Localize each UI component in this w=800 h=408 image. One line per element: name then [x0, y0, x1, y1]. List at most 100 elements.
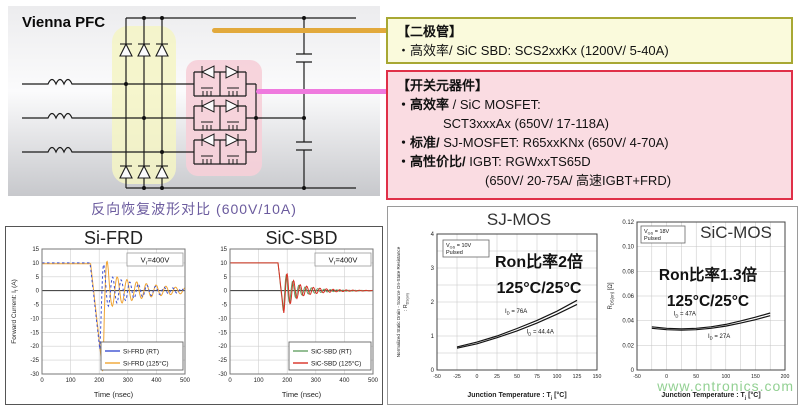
vgs-annotation: VGS​ = 10V [446, 243, 472, 250]
mosfet-highlight-band [186, 60, 262, 176]
svg-text:SiC-SBD (RT): SiC-SBD (RT) [311, 349, 352, 356]
svg-text:0: 0 [431, 368, 435, 374]
svg-text:0.02: 0.02 [622, 343, 634, 349]
svg-text:15: 15 [220, 247, 227, 253]
svg-text:0: 0 [228, 378, 232, 384]
svg-text:Pulsed: Pulsed [644, 236, 661, 242]
svg-text:0: 0 [476, 374, 479, 380]
svg-text:75: 75 [534, 374, 540, 380]
curve-label: ID​ = 47A [674, 312, 696, 319]
svg-text:-20: -20 [218, 344, 227, 350]
series-line [651, 312, 771, 330]
chart-title: SiC-SBD [265, 229, 337, 248]
curve-label: ID​ = 44.4A [527, 330, 554, 337]
svg-text:-30: -30 [30, 372, 39, 378]
y-axis-label2: : RDS(on)​ [403, 293, 410, 311]
circuit-wires [22, 17, 356, 189]
series-line [42, 260, 186, 372]
legend: SiC-SBD (RT) SiC-SBD (125°C) [288, 341, 372, 371]
svg-text:150: 150 [593, 374, 602, 380]
svg-text:0.12: 0.12 [622, 220, 634, 226]
vr-annotation: Vr​=400V [329, 256, 358, 267]
svg-text:300: 300 [311, 378, 322, 384]
svg-text:-25: -25 [453, 374, 461, 380]
svg-text:-25: -25 [30, 358, 39, 364]
ron-overlay-text: Ron比率2倍 [495, 252, 583, 271]
svg-text:-30: -30 [218, 372, 227, 378]
svg-text:15: 15 [32, 247, 39, 253]
switch-callout-line: SCT3xxxAx (650V/ 17-118A) [443, 116, 609, 131]
ron-overlay-text: 125°C/25°C [667, 293, 749, 310]
svg-text:3: 3 [431, 266, 435, 272]
circuit-title: Vienna PFC [22, 14, 106, 31]
svg-text:-10: -10 [30, 316, 39, 322]
svg-text:-5: -5 [34, 303, 40, 309]
ron-overlay-text: 125°C/25°C [497, 280, 582, 297]
sic-mos-plot: -50 0 50 100 150 20000.020.040.060.080.100.12… [604, 210, 794, 402]
switch-callout-box: 【开关元器件】 ・高效率 / SiC MOSFET: SCT3xxxAx (65… [386, 70, 793, 200]
svg-text:-5: -5 [222, 303, 228, 309]
x-axis-label: Junction Temperature : Tj​ [°C] [661, 391, 760, 401]
mosfet-symbols [201, 87, 239, 164]
chart-title: SJ-MOS [487, 210, 551, 229]
svg-text:-15: -15 [218, 330, 227, 336]
diode-callout-title: 【二极管】 [397, 24, 463, 39]
y-axis-label: Normalized Static Drain - Source On-Stat… [396, 246, 401, 357]
svg-text:0: 0 [224, 289, 228, 295]
curve-label: ID​ = 27A [708, 334, 730, 341]
svg-text:200: 200 [781, 374, 790, 380]
svg-text:50: 50 [693, 374, 699, 380]
series-line [230, 262, 374, 313]
svg-text:100: 100 [721, 374, 730, 380]
svg-text:0: 0 [36, 289, 40, 295]
y-axis-label: Forward Current: If​ (A) [11, 279, 19, 344]
curve-label: ID​ = 76A [505, 309, 527, 316]
svg-text:500: 500 [180, 378, 191, 384]
chart-title: Si-FRD [84, 229, 143, 248]
sic-mos-chart: -50 0 50 100 150 200 0 0.02 0.04 0.06 0.08 0.10 0.12… [604, 210, 794, 407]
svg-text:300: 300 [123, 378, 134, 384]
diode-callout-connector-line [212, 28, 392, 33]
svg-text:50: 50 [514, 374, 520, 380]
sic-sbd-chart: 0 100 200 300 400 500 -30 -25 -20 -15 -10 -5 0 5 10 15 T… [196, 228, 380, 406]
watermark: www.cntronics.com [657, 378, 794, 394]
svg-text:2: 2 [431, 300, 435, 306]
svg-text:125: 125 [573, 374, 582, 380]
svg-text:0: 0 [40, 378, 44, 384]
switch-callout-line: ・高效率 / SiC MOSFET: [397, 97, 541, 112]
si-frd-plot: 0 100 200 300 400 500 -30 -25 -20 -15 -10 -5 0 5 10 15 T… [8, 228, 192, 401]
svg-text:0: 0 [665, 374, 668, 380]
sic-sbd-plot: 0 100 200 300 400 500 -30 -25 -20 -15 -10 -5 0 5 10 15 T… [196, 228, 380, 401]
svg-text:-25: -25 [218, 358, 227, 364]
svg-text:0.06: 0.06 [622, 294, 634, 300]
svg-text:10: 10 [220, 261, 227, 267]
ron-overlay-text: Ron比率1.3倍 [659, 265, 758, 284]
rectifier-diodes [119, 42, 169, 179]
switch-callout-line: (650V/ 20-75A/ 高速IGBT+FRD) [485, 173, 672, 188]
switch-callout-title: 【开关元器件】 [397, 78, 489, 93]
svg-text:1: 1 [431, 334, 435, 340]
diode-callout-box: 【二极管】 ・高效率/ SiC SBD: SCS2xxKx (1200V/ 5-… [386, 17, 793, 64]
svg-text:-15: -15 [30, 330, 39, 336]
svg-text:0: 0 [631, 368, 635, 374]
svg-text:10: 10 [32, 261, 39, 267]
svg-text:5: 5 [224, 275, 228, 281]
svg-text:0.04: 0.04 [622, 319, 634, 325]
svg-text:4: 4 [431, 232, 435, 238]
mosfet-callout-connector-line [256, 89, 392, 94]
svg-text:Pulsed: Pulsed [446, 250, 463, 256]
svg-text:400: 400 [151, 378, 162, 384]
svg-text:-50: -50 [633, 374, 641, 380]
svg-text:0.10: 0.10 [622, 245, 634, 251]
x-axis-label: Time (nsec) [94, 390, 134, 399]
si-frd-chart: 0 100 200 300 400 500 -30 -25 -20 -15 -10 -5 0 5 10 15 T… [8, 228, 192, 406]
vr-annotation: Vr​=400V [141, 256, 170, 267]
vienna-pfc-circuit-diagram [8, 6, 380, 196]
sj-mos-plot: -50 -25 0 25 50 75 100 125 150 0 1 2 3 4 Junction Temp… [393, 210, 605, 402]
circuit-panel: Vienna PFC [8, 6, 380, 196]
series-line [456, 299, 578, 348]
switch-callout-line: ・高性价比/ IGBT: RGWxxTS65D [397, 154, 591, 169]
mosfet-body-diodes [200, 65, 240, 147]
legend: Si-FRD (RT) Si-FRD (125°C) [100, 341, 184, 371]
